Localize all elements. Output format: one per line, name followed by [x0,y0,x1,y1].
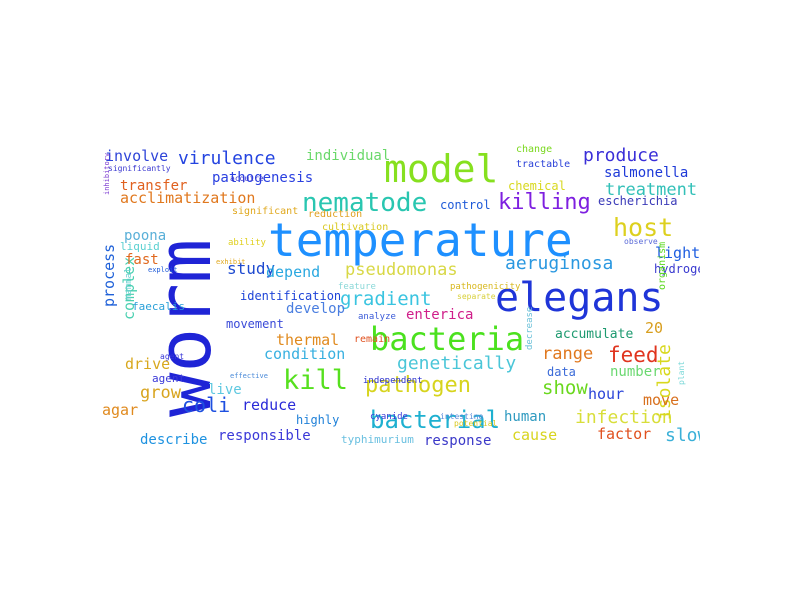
word: agent [152,372,186,385]
word: agar [102,401,139,419]
word: exploit [148,266,178,274]
word: pathogen [365,373,471,398]
word: separate [457,292,496,301]
word: independent [363,376,423,386]
word: show [542,377,588,399]
word: bacterial [370,406,501,434]
word: response [424,433,492,449]
word: chemical [508,179,566,193]
word: study [227,259,276,278]
word: inhibitory [103,152,111,195]
word: accumulate [555,327,634,342]
word: movement [226,317,284,331]
word: faecalis [132,300,185,313]
word: involve [105,147,169,165]
word: poona [124,228,167,244]
word: coli [182,393,231,417]
word: pseudomonas [345,260,458,280]
word: condition [264,345,346,363]
word: nematode [302,188,428,218]
word: pathogenesis [212,170,314,186]
word: ability [228,238,266,248]
word: grow [140,383,181,403]
word: control [440,198,491,212]
word: human [504,409,547,425]
word: live [208,382,242,398]
word: enterica [406,307,474,323]
word: identification [240,289,342,303]
word: hydrogen [654,262,700,276]
word: change [516,144,553,155]
word: remain [354,334,391,345]
word: acclimatization [120,189,256,207]
word: pathogenicity [450,282,521,292]
word: data [547,365,576,379]
word: 20 [645,319,664,337]
word: describe [140,432,208,448]
word: depend [266,263,321,281]
word: analyze [358,312,396,322]
word: organism [657,241,668,290]
word: elegans [495,275,664,321]
word: hour [588,385,625,403]
word: agent [160,352,185,361]
word: kill [283,365,349,396]
word: significant [232,206,299,217]
word: highly [296,413,340,427]
word: significantly [108,164,171,173]
word: number [610,364,661,380]
word: reduction [308,209,363,220]
word: effective [230,372,268,380]
word: cyanide [370,412,408,422]
word: genetically [397,353,517,374]
word: process [100,243,118,307]
word: thermal [276,331,340,349]
word: liquid [120,240,160,253]
word: decrease [525,306,535,350]
word: virulence [178,148,276,169]
word: gradient [340,288,432,310]
word: salmonella [604,165,689,181]
word: develop [286,301,346,317]
word: transfer [120,178,188,194]
word: exhibit [216,258,246,266]
word: individual [306,148,391,164]
word: responsible [218,428,311,444]
word: mammal [124,267,134,300]
word: fast [125,252,159,268]
word: aeruginosa [505,253,614,274]
word: tractable [516,159,571,170]
word: range [542,344,594,364]
word: temperature [268,213,573,267]
word: cultivation [322,222,389,233]
word: feature [338,282,376,292]
word: typhimurium [341,433,414,446]
word: killing [498,190,591,215]
word: feed [608,343,659,367]
word: factor [597,425,652,443]
word: move [643,391,680,409]
word: model [384,147,499,191]
word-cloud: worm temperature elegans model bacteria … [100,135,700,465]
word: slow [665,425,700,446]
word: plant [677,360,686,385]
word: intestine [440,412,484,421]
word: potential [454,419,498,428]
word: bacteria [370,320,525,358]
word: produce [583,145,659,166]
word: cause [512,426,558,444]
word: treatment [605,180,698,200]
word: infection [575,407,673,428]
word: observe [624,237,658,246]
word: host [613,213,674,242]
word: drive [125,355,171,373]
word: acquire [230,174,264,183]
word: light [655,244,700,262]
word: escherichia [598,194,678,208]
word: reduce [242,396,297,414]
